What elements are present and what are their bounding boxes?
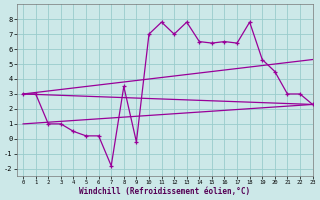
X-axis label: Windchill (Refroidissement éolien,°C): Windchill (Refroidissement éolien,°C) [79,187,250,196]
